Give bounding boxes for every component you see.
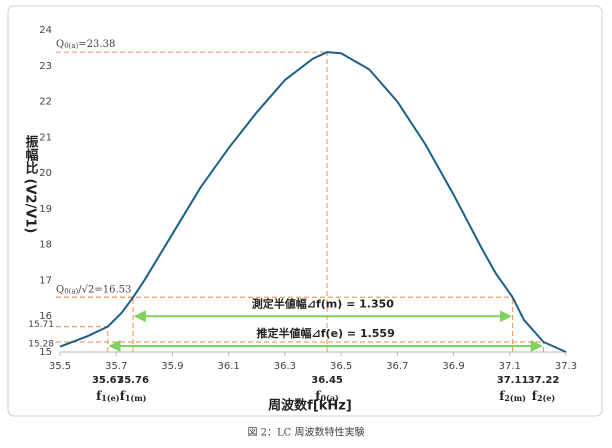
symbol: f [499,389,505,403]
y-tick-label: 23 [39,61,52,72]
chart-frame [7,5,603,417]
subscript: 1(m) [125,393,147,403]
x-axis-title: 周波数f[kHz] [268,398,352,414]
symbol: f [96,389,102,403]
symbol: f [315,389,321,403]
guide-symbol: f0(a) [315,389,339,404]
guide-x-label: 35.67 [92,375,124,386]
symbol: Q [56,284,64,295]
guide-symbol: f1(m) [120,389,147,404]
extra-y-label: 15.28 [28,339,54,349]
x-tick-label: 37.3 [555,361,577,372]
y-tick-label: 22 [39,97,52,108]
guide-x-label: 37.11 [497,375,529,386]
y-tick-label: 16 [39,311,52,322]
subscript: 1(e) [101,393,119,403]
guide-x-label: 37.22 [528,375,560,386]
subscript: 0(a) [320,393,339,403]
extra-y-label: 15.71 [28,320,54,330]
data-line [59,51,567,353]
x-tick-label: 36.3 [274,361,296,372]
y-tick-label: 18 [39,240,52,251]
symbol: f [120,389,126,403]
guide-x-label: 35.76 [117,375,149,386]
y-tick-label: 24 [39,25,52,36]
y-tick-label: 19 [39,204,52,215]
arrow-label: 測定半値幅⊿f(m) = 1.350 [252,296,395,310]
guide-x-label: 36.45 [311,375,343,386]
x-tick-label: 36.7 [386,361,408,372]
caption: 図 2：LC 周波数特性実験 [247,426,364,439]
annotation-text: /√2=16.53 [78,284,131,295]
guide-symbol: f1(e) [96,389,120,404]
guide-symbol: f2(e) [532,389,556,404]
subscript: 2(e) [537,393,555,403]
symbol: f [532,389,538,403]
x-tick-label: 37.1 [499,361,521,372]
x-tick-label: 36.1 [218,361,240,372]
y-tick-label: 21 [39,132,52,143]
arrow-label: 推定半値幅⊿f(e) = 1.559 [257,326,395,340]
x-tick-label: 35.7 [105,361,127,372]
y-tick-label: 20 [39,168,52,179]
subscript: 0(a) [64,42,78,50]
y-tick-label: 15 [39,347,52,358]
subscript: 0(a) [64,287,78,295]
x-tick-label: 36.9 [442,361,464,372]
guide-symbol: f2(m) [499,389,526,404]
x-tick-label: 35.5 [49,361,71,372]
subscript: 2(m) [504,393,526,403]
value-annotation: Q0(a)/√2=16.53 [56,284,131,296]
value-annotation: Q0(a)=23.38 [56,39,115,51]
y-tick-label: 17 [39,275,52,286]
symbol: Q [56,39,64,50]
x-tick-label: 35.9 [161,361,183,372]
x-tick-label: 36.5 [330,361,352,372]
y-axis-title: 振幅比 (V2/V1) [23,134,39,233]
annotation-text: =23.38 [78,39,115,50]
